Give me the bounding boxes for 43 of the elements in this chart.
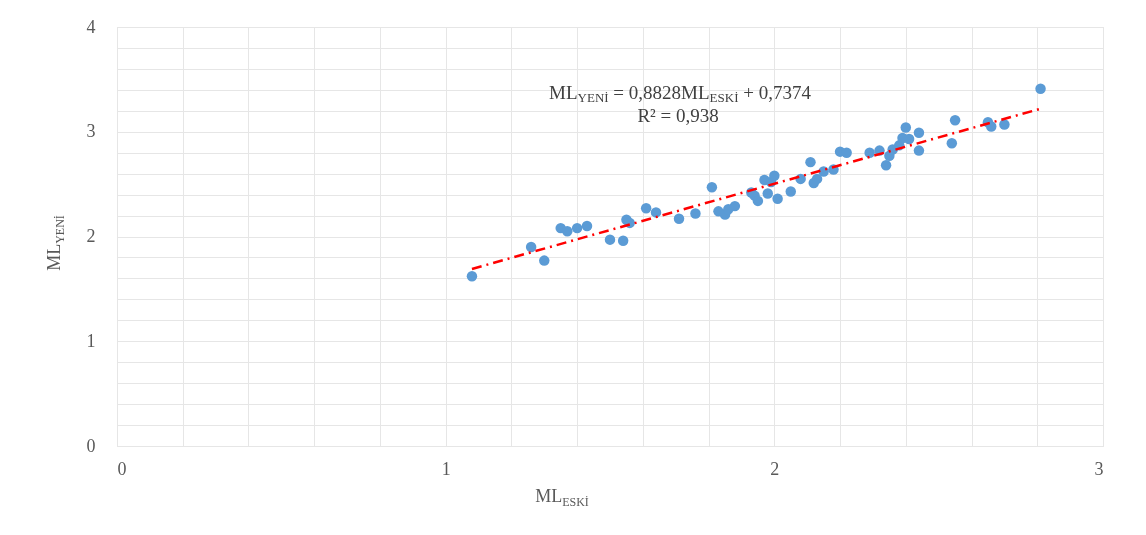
point	[880, 160, 892, 171]
point	[913, 127, 925, 139]
point	[729, 200, 741, 212]
point	[1035, 83, 1046, 95]
point	[841, 147, 852, 158]
point	[650, 207, 662, 218]
point	[772, 193, 783, 205]
point	[986, 121, 997, 132]
y-tick-label: 3	[86, 121, 96, 142]
y-tick-label: 2	[86, 226, 96, 246]
y-tick-label: 1	[86, 330, 96, 351]
point	[673, 213, 685, 224]
x-tick-label: 1	[441, 458, 451, 479]
point	[785, 186, 797, 197]
annotation: R² = 0,938	[637, 105, 719, 126]
point	[913, 145, 925, 156]
point	[811, 173, 823, 185]
point	[617, 235, 629, 246]
point	[805, 156, 816, 168]
point	[562, 226, 573, 237]
point	[999, 119, 1010, 130]
point	[690, 208, 701, 219]
point	[864, 147, 875, 158]
point	[900, 122, 912, 133]
point	[946, 138, 958, 149]
point	[525, 241, 537, 253]
point	[762, 188, 773, 199]
text: MLYENİ	[44, 215, 68, 271]
point	[752, 195, 764, 207]
point	[769, 170, 780, 181]
y-tick-label: 0	[86, 435, 96, 456]
point	[604, 234, 616, 245]
y-tick-label: 4	[86, 16, 96, 37]
point	[949, 114, 961, 126]
point	[466, 271, 478, 282]
point	[539, 255, 550, 266]
point	[581, 220, 593, 232]
point	[640, 202, 652, 214]
x-tick-label: 3	[1094, 458, 1104, 479]
x-tick-label: 0	[117, 458, 127, 479]
x-tick-label: 2	[770, 458, 780, 479]
point	[571, 222, 583, 234]
point	[706, 182, 718, 193]
